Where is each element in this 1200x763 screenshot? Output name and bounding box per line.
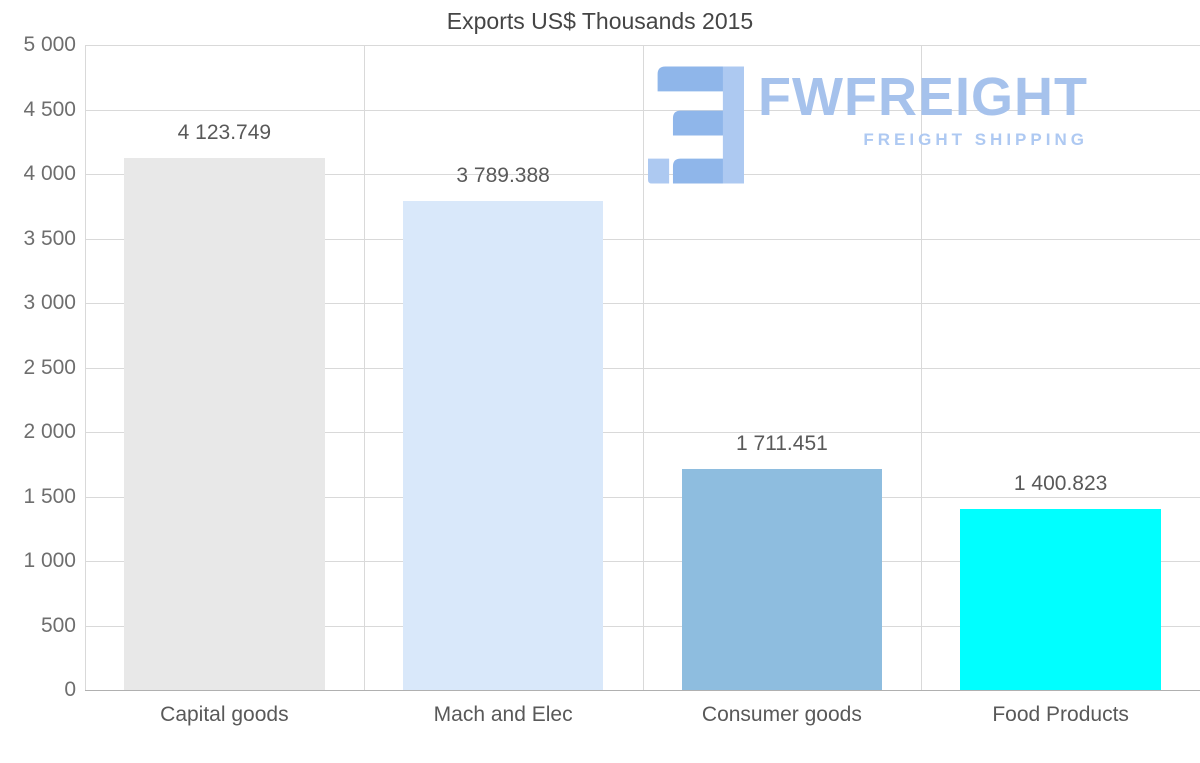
- category-label-consumer-goods: Consumer goods: [701, 703, 862, 726]
- bar-capital-goods: [124, 158, 325, 690]
- y-tick-label-1500: 1 500: [23, 484, 76, 508]
- y-tick-label-4000: 4 000: [23, 162, 76, 185]
- fwfreight-logo-text: FWFREIGHT FREIGHT SHIPPING: [758, 66, 1088, 150]
- value-label-consumer-goods: 1 711.451: [735, 432, 828, 456]
- chart-title: Exports US$ Thousands 2015: [446, 8, 754, 34]
- y-axis-line: [85, 45, 86, 690]
- y-tick-label-5000: 5 000: [23, 33, 76, 56]
- y-tick-label-1000: 1 000: [23, 549, 76, 572]
- brand-name: FWFREIGHT: [758, 67, 1088, 127]
- category-label-capital-goods: Capital goods: [160, 703, 289, 726]
- category-label-food-products: Food Products: [992, 703, 1129, 726]
- gridline-x-1: [363, 45, 365, 690]
- y-tick-label-2000: 2 000: [23, 420, 76, 443]
- category-label-mach-and-elec: Mach and Elec: [433, 703, 573, 726]
- value-label-mach-and-elec: 3 789.388: [456, 164, 550, 188]
- fwfreight-logo: FWFREIGHT FREIGHT SHIPPING: [648, 66, 1158, 191]
- value-label-capital-goods: 4 123.749: [177, 121, 272, 145]
- y-tick-label-2500: 2 500: [23, 355, 76, 379]
- brand-tagline: FREIGHT SHIPPING: [863, 130, 1088, 149]
- value-label-food-products: 1 400.823: [1013, 472, 1108, 496]
- gridline-x-3: [921, 45, 923, 690]
- fwfreight-logo-icon: [648, 66, 744, 184]
- y-tick-label-3000: 3 000: [23, 291, 76, 314]
- y-tick-label-3500: 3 500: [23, 226, 76, 250]
- bar-food-products: [960, 509, 1161, 690]
- bar-mach-and-elec: [402, 201, 604, 690]
- gridline-y-0: [85, 690, 1200, 691]
- bar-consumer-goods: [681, 469, 883, 690]
- gridline-x-2: [642, 45, 644, 690]
- y-tick-label-4500: 4 500: [23, 97, 76, 121]
- y-tick-label-0: 0: [64, 678, 76, 701]
- y-tick-label-500: 500: [40, 613, 76, 637]
